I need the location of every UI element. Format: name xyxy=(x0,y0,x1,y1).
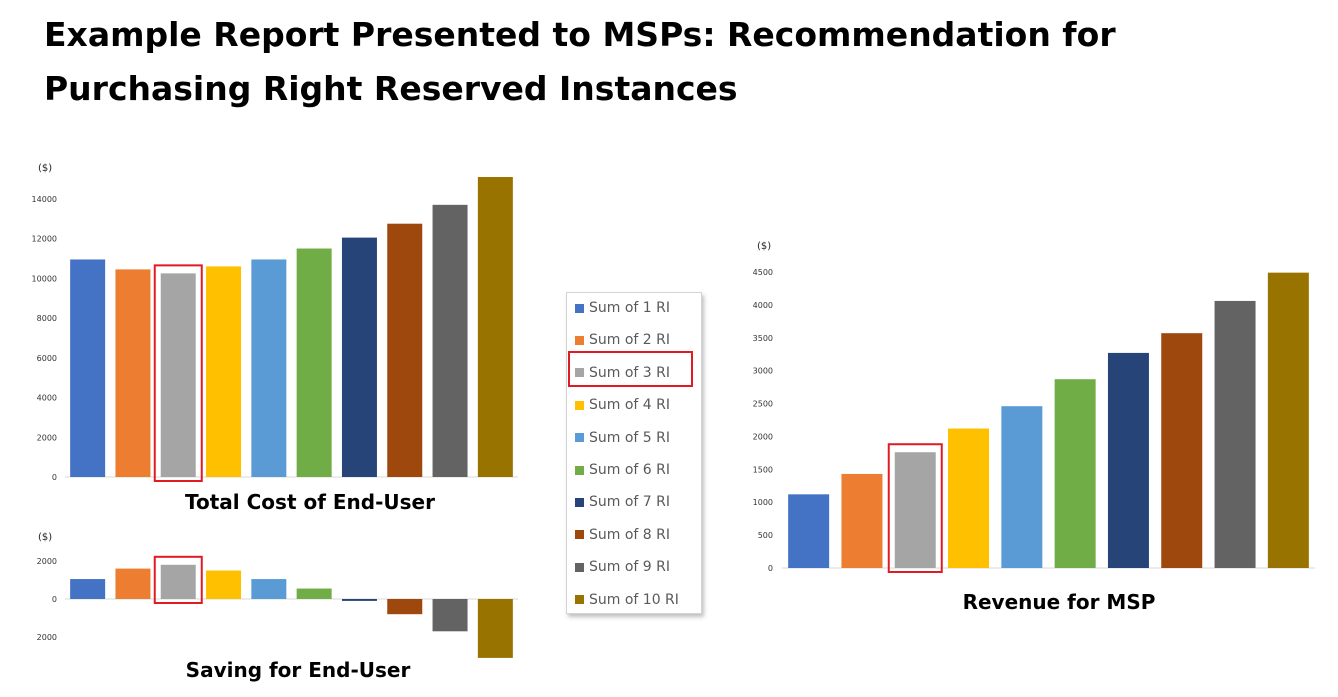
total_cost-bar xyxy=(115,269,151,477)
revenue-bar xyxy=(1267,272,1309,568)
revenue-y-tick-label: 1500 xyxy=(753,465,773,474)
total-cost-chart-title: Total Cost of End-User xyxy=(185,490,435,514)
legend-item: Sum of 4 RI xyxy=(575,394,670,416)
legend-label: Sum of 3 RI xyxy=(589,364,671,381)
saving-y-tick-label: 2000 xyxy=(37,557,57,566)
saving-bar xyxy=(251,579,287,599)
total_cost-bar xyxy=(251,259,287,477)
total_cost-highlight-box xyxy=(153,264,203,482)
total_cost-y-tick-label: 14000 xyxy=(32,195,57,204)
legend-item: Sum of 3 RI xyxy=(575,362,670,384)
chart-legend: Sum of 1 RI Sum of 2 RI Sum of 3 RI Sum of … xyxy=(566,292,702,614)
total_cost-y-tick-label: 0 xyxy=(52,473,57,482)
total_cost-bar xyxy=(70,259,106,477)
revenue-chart-title: Revenue for MSP xyxy=(962,590,1156,614)
saving-bar xyxy=(206,570,242,599)
total_cost-y-tick-label: 8000 xyxy=(37,314,57,323)
legend-label: Sum of 1 RI xyxy=(589,300,671,316)
legend-highlight-box xyxy=(568,351,693,387)
legend-item: Sum of 7 RI xyxy=(575,491,670,513)
total_cost-y-tick-label: 2000 xyxy=(37,433,57,442)
total_cost-bar xyxy=(477,177,513,477)
revenue-unit-label: ($) xyxy=(757,241,772,252)
revenue-highlight-box xyxy=(887,443,943,573)
saving-highlight-box xyxy=(153,555,203,604)
saving-y-tick-label: 2000 xyxy=(37,633,57,642)
legend-item: Sum of 5 RI xyxy=(575,427,670,449)
revenue-bar xyxy=(1001,406,1043,568)
saving-bar xyxy=(296,588,332,599)
revenue-bar xyxy=(788,494,830,568)
legend-swatch xyxy=(575,465,584,475)
page-title: Example Report Presented to MSPs: Recomm… xyxy=(44,15,1116,108)
revenue-y-tick-label: 4000 xyxy=(753,301,773,310)
total_cost-bar xyxy=(341,237,377,477)
total_cost-bar xyxy=(160,273,196,477)
legend-item: Sum of 6 RI xyxy=(575,459,670,481)
revenue-y-tick-label: 4500 xyxy=(753,268,773,277)
revenue-y-tick-label: 500 xyxy=(758,531,773,540)
revenue-bar xyxy=(894,452,936,568)
saving-bar xyxy=(70,579,106,599)
revenue-bar xyxy=(1107,352,1149,568)
saving-y-tick-label: 0 xyxy=(52,595,57,604)
saving-chart-title: Saving for End-User xyxy=(185,658,411,682)
legend-item: Sum of 10 RI xyxy=(575,589,679,611)
legend-item: Sum of 2 RI xyxy=(575,329,670,351)
revenue-y-tick-label: 3500 xyxy=(753,334,773,343)
revenue-bar xyxy=(1054,379,1096,568)
revenue-bar xyxy=(948,428,990,568)
saving-unit-label: ($) xyxy=(38,532,53,543)
legend-item: Sum of 9 RI xyxy=(575,556,670,578)
total_cost-bar xyxy=(387,223,423,477)
revenue-y-tick-label: 2500 xyxy=(753,400,773,409)
revenue-y-tick-label: 1000 xyxy=(753,498,773,507)
total_cost-bar xyxy=(206,266,242,477)
total-cost-unit-label: ($) xyxy=(38,163,53,174)
total_cost-y-tick-label: 6000 xyxy=(37,354,57,363)
saving-bar xyxy=(387,599,423,615)
legend-label: Sum of 7 RI xyxy=(589,494,671,511)
legend-item: Sum of 1 RI xyxy=(575,297,670,319)
revenue-bar xyxy=(1161,333,1203,568)
legend-swatch xyxy=(575,303,584,313)
legend-swatch xyxy=(575,335,584,345)
revenue-y-tick-label: 0 xyxy=(768,564,773,573)
legend-label: Sum of 2 RI xyxy=(589,332,671,349)
legend-label: Sum of 9 RI xyxy=(589,559,671,576)
legend-label: Sum of 5 RI xyxy=(589,429,671,446)
revenue-bar xyxy=(1214,300,1256,568)
legend-swatch xyxy=(575,433,584,443)
total_cost-y-tick-label: 10000 xyxy=(32,274,57,283)
legend-label: Sum of 6 RI xyxy=(589,462,671,478)
legend-swatch xyxy=(575,530,584,540)
saving-bar xyxy=(115,568,151,599)
revenue-bar xyxy=(841,473,883,568)
total_cost-bar xyxy=(296,248,332,477)
saving-bar xyxy=(341,599,377,601)
revenue-y-tick-label: 3000 xyxy=(753,367,773,376)
saving-bar xyxy=(432,599,468,632)
legend-swatch xyxy=(575,595,584,605)
legend-item: Sum of 8 RI xyxy=(575,524,670,546)
legend-label: Sum of 8 RI xyxy=(589,526,671,543)
legend-label: Sum of 10 RI xyxy=(589,591,679,608)
saving-bar xyxy=(160,564,196,599)
revenue-y-tick-label: 2000 xyxy=(753,432,773,441)
legend-swatch xyxy=(575,497,584,507)
legend-swatch xyxy=(575,368,584,378)
saving-bar xyxy=(477,599,513,658)
legend-swatch xyxy=(575,400,584,410)
total_cost-bar xyxy=(432,204,468,477)
total_cost-y-tick-label: 12000 xyxy=(32,235,57,244)
total_cost-y-tick-label: 4000 xyxy=(37,394,57,403)
legend-swatch xyxy=(575,562,584,572)
legend-label: Sum of 4 RI xyxy=(589,397,671,414)
